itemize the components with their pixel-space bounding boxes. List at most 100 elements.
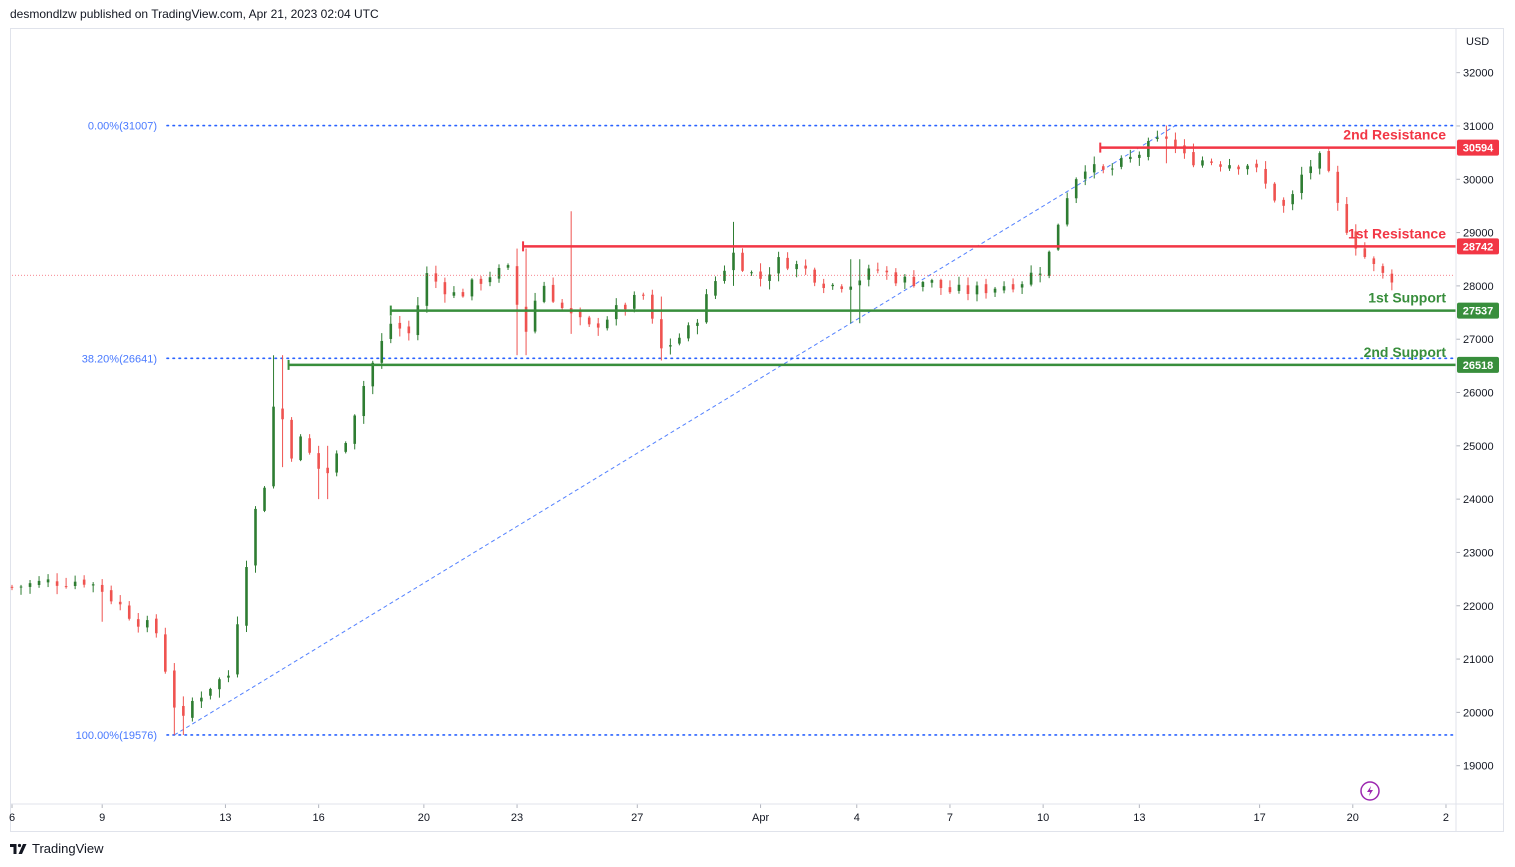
fib-level-label: 38.20%(26641) bbox=[82, 353, 157, 365]
tradingview-icon bbox=[10, 843, 27, 854]
candle-body bbox=[1318, 153, 1322, 169]
candle-body bbox=[1309, 166, 1312, 174]
candle-body bbox=[1047, 251, 1051, 276]
candle-body bbox=[1110, 168, 1114, 170]
y-tick-label: 19000 bbox=[1463, 761, 1494, 773]
axes: 19000 20000 21000 22000 23000 24000 25000 26000… bbox=[9, 68, 1494, 824]
candle-body bbox=[200, 697, 203, 702]
y-tick-label: 29000 bbox=[1463, 228, 1494, 240]
candle-body bbox=[1201, 160, 1204, 166]
candle-body bbox=[515, 266, 519, 305]
candle-body bbox=[1011, 284, 1015, 290]
candle-body bbox=[1237, 166, 1240, 170]
candle-body bbox=[299, 436, 302, 461]
candle-body bbox=[795, 264, 798, 270]
publish-attribution: desmondlzw published on TradingView.com,… bbox=[10, 7, 379, 21]
x-tick-label: 17 bbox=[1253, 812, 1265, 824]
y-tick-label: 32000 bbox=[1463, 68, 1494, 80]
candle-body bbox=[1183, 145, 1186, 154]
candle-body bbox=[1390, 273, 1394, 283]
level-name-label: 1st Support bbox=[1368, 290, 1446, 306]
candle-body bbox=[750, 272, 753, 274]
lightning-icon[interactable] bbox=[1360, 781, 1380, 801]
candle-body bbox=[587, 317, 591, 325]
candle-body bbox=[560, 302, 564, 309]
candle-body bbox=[533, 300, 537, 332]
candle-body bbox=[1156, 137, 1159, 139]
candle-body bbox=[73, 581, 77, 587]
x-tick-label: Apr bbox=[752, 812, 769, 824]
candle-body bbox=[921, 281, 925, 287]
candle-body bbox=[705, 294, 708, 323]
candle-body bbox=[876, 269, 880, 271]
candle-body bbox=[227, 675, 230, 678]
x-tick-label: 23 bbox=[511, 812, 523, 824]
level-name-label: 2nd Resistance bbox=[1343, 127, 1446, 143]
candle-body bbox=[127, 605, 131, 619]
x-tick-label: 7 bbox=[947, 812, 953, 824]
x-tick-label: 2 bbox=[1443, 812, 1449, 824]
candle-body bbox=[948, 287, 952, 293]
candle-body bbox=[1038, 273, 1042, 275]
candle-body bbox=[155, 618, 158, 634]
candle-body bbox=[1255, 163, 1258, 168]
candle-body bbox=[335, 453, 338, 473]
candle-body bbox=[1219, 164, 1222, 167]
candle-body bbox=[984, 284, 988, 294]
candle-body bbox=[461, 292, 465, 297]
candle-body bbox=[371, 362, 375, 387]
candle-body bbox=[1020, 284, 1024, 288]
candle-body bbox=[768, 274, 771, 281]
x-tick-label: 9 bbox=[99, 812, 105, 824]
candle-body bbox=[398, 322, 402, 329]
candle-body bbox=[623, 304, 627, 310]
y-tick-label: 26000 bbox=[1463, 388, 1494, 400]
candle-body bbox=[1246, 165, 1249, 170]
y-tick-label: 25000 bbox=[1463, 441, 1494, 453]
candle-body bbox=[91, 584, 95, 586]
candle-body bbox=[1165, 136, 1168, 139]
candle-body bbox=[1273, 183, 1276, 201]
level-price-tag bbox=[1457, 139, 1499, 156]
level-price-label: 26518 bbox=[1463, 360, 1494, 372]
candle-body bbox=[903, 276, 907, 283]
tradingview-logo[interactable]: TradingView bbox=[10, 841, 104, 856]
candle-body bbox=[46, 579, 50, 583]
candle-body bbox=[858, 280, 862, 286]
candle-body bbox=[236, 624, 239, 675]
candle-body bbox=[506, 265, 510, 268]
candle-body bbox=[82, 579, 86, 585]
candle-body bbox=[804, 265, 807, 269]
candle-body bbox=[1065, 198, 1069, 225]
candle-body bbox=[930, 280, 934, 283]
candle-body bbox=[407, 326, 411, 334]
fib-level-label: 0.00%(31007) bbox=[88, 121, 157, 133]
candle-body bbox=[488, 277, 492, 283]
candle-body bbox=[669, 345, 672, 347]
candle-body bbox=[1372, 258, 1376, 265]
candle-body bbox=[696, 322, 699, 326]
candle-body bbox=[245, 567, 248, 626]
x-tick-label: 6 bbox=[9, 812, 15, 824]
candle-body bbox=[642, 294, 645, 296]
candle-body bbox=[975, 285, 979, 295]
candle-body bbox=[497, 267, 501, 279]
candle-body bbox=[173, 670, 176, 708]
candle-body bbox=[1120, 158, 1123, 167]
candle-body bbox=[218, 679, 221, 690]
candles bbox=[10, 125, 1394, 735]
candle-body bbox=[1101, 166, 1105, 170]
candle-body bbox=[867, 268, 871, 280]
candle-body bbox=[37, 580, 41, 585]
y-tick-label: 20000 bbox=[1463, 707, 1494, 719]
candle-body bbox=[1300, 174, 1303, 194]
candle-body bbox=[118, 601, 122, 605]
candle-body bbox=[1147, 141, 1150, 157]
x-tick-label: 16 bbox=[313, 812, 325, 824]
candle-body bbox=[290, 419, 293, 459]
x-tick-label: 4 bbox=[854, 812, 860, 824]
candle-body bbox=[957, 284, 961, 291]
candle-body bbox=[912, 276, 916, 287]
candle-body bbox=[1327, 151, 1331, 171]
